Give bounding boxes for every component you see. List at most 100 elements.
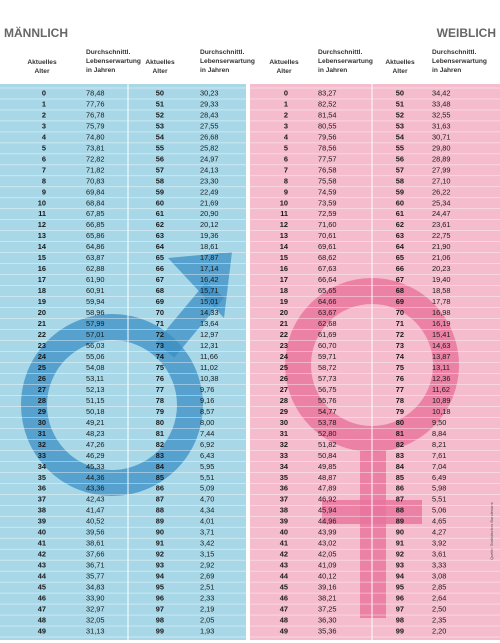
age: 40 (280, 528, 288, 537)
life-expectancy: 12,36 (432, 374, 451, 383)
life-expectancy: 5,06 (432, 506, 446, 515)
life-expectancy: 45,33 (86, 462, 105, 471)
age: 82 (396, 440, 404, 449)
life-expectancy: 75,58 (318, 176, 337, 185)
life-expectancy: 68,62 (318, 253, 337, 262)
life-expectancy: 67,63 (318, 264, 337, 273)
age: 91 (156, 539, 164, 548)
age: 99 (156, 626, 164, 635)
age: 58 (156, 176, 164, 185)
life-expectancy: 2,35 (432, 615, 446, 624)
age: 85 (156, 473, 164, 482)
life-expectancy: 32,05 (86, 615, 105, 624)
age: 15 (38, 253, 46, 262)
life-expectancy: 49,21 (86, 418, 105, 427)
life-expectancy: 8,00 (200, 418, 214, 427)
life-expectancy: 12,97 (200, 330, 219, 339)
life-header: Durchschnittl. (432, 49, 476, 56)
age: 70 (156, 308, 164, 317)
age: 62 (396, 220, 404, 229)
age: 51 (396, 99, 404, 108)
age: 90 (396, 528, 404, 537)
age: 43 (38, 561, 46, 570)
life-expectancy: 51,15 (86, 396, 105, 405)
life-expectancy: 7,04 (432, 462, 446, 471)
age: 67 (396, 275, 404, 284)
life-expectancy: 37,66 (86, 550, 105, 559)
age: 3 (284, 121, 288, 130)
life-expectancy: 2,51 (200, 583, 214, 592)
age: 21 (280, 319, 288, 328)
life-expectancy: 58,96 (86, 308, 105, 317)
life-expectancy: 9,16 (200, 396, 214, 405)
life-expectancy: 10,18 (432, 407, 451, 416)
life-expectancy: 20,90 (200, 209, 219, 218)
age: 39 (38, 517, 46, 526)
age: 23 (280, 341, 288, 350)
age: 21 (38, 319, 46, 328)
age: 97 (396, 605, 404, 614)
age: 41 (38, 539, 46, 548)
life-expectancy: 9,76 (200, 385, 214, 394)
life-expectancy: 12,31 (200, 341, 219, 350)
life-expectancy: 18,61 (200, 242, 219, 251)
life-expectancy: 30,71 (432, 132, 451, 141)
life-expectancy: 26,68 (200, 132, 219, 141)
life-expectancy: 17,78 (432, 297, 451, 306)
symbols (21, 252, 459, 618)
age: 73 (396, 341, 404, 350)
life-expectancy: 59,94 (86, 297, 105, 306)
life-expectancy: 60,70 (318, 341, 337, 350)
age: 19 (280, 297, 288, 306)
age: 41 (280, 539, 288, 548)
age: 49 (280, 626, 288, 635)
life-expectancy: 42,05 (318, 550, 337, 559)
age: 30 (280, 418, 288, 427)
age: 8 (284, 176, 288, 185)
life-expectancy: 15,71 (200, 286, 219, 295)
life-expectancy: 77,57 (318, 154, 337, 163)
age: 63 (156, 231, 164, 240)
life-expectancy: 71,60 (318, 220, 337, 229)
age: 50 (396, 88, 404, 97)
life-expectancy: 3,92 (432, 539, 446, 548)
life-expectancy: 44,36 (86, 473, 105, 482)
age: 17 (38, 275, 46, 284)
age: 34 (38, 462, 47, 471)
female-title: WEIBLICH (437, 26, 496, 40)
age: 38 (38, 506, 46, 515)
age: 71 (396, 319, 404, 328)
life-expectancy: 8,84 (432, 429, 446, 438)
life-expectancy: 7,61 (432, 451, 446, 460)
life-expectancy: 16,42 (200, 275, 219, 284)
life-expectancy: 16,19 (432, 319, 451, 328)
age: 12 (38, 220, 46, 229)
age: 36 (280, 484, 288, 493)
age: 7 (42, 165, 46, 174)
age: 19 (38, 297, 46, 306)
age: 13 (280, 231, 288, 240)
life-expectancy: 58,72 (318, 363, 337, 372)
age: 18 (280, 286, 288, 295)
life-expectancy: 53,11 (86, 374, 104, 383)
life-expectancy: 66,64 (318, 275, 337, 284)
age: 37 (38, 495, 46, 504)
life-expectancy: 70,61 (318, 231, 337, 240)
life-expectancy: 14,63 (432, 341, 451, 350)
age: 44 (38, 572, 47, 581)
age: 91 (396, 539, 404, 548)
life-expectancy: 45,94 (318, 506, 337, 515)
life-expectancy: 36,30 (318, 615, 337, 624)
life-expectancy: 39,56 (86, 528, 105, 537)
life-expectancy: 22,75 (432, 231, 451, 240)
life-expectancy: 79,56 (318, 132, 337, 141)
age: 68 (156, 286, 164, 295)
age: 74 (396, 352, 405, 361)
age: 88 (156, 506, 164, 515)
age: 77 (156, 385, 164, 394)
age: 93 (156, 561, 164, 570)
life-expectancy: 52,80 (318, 429, 337, 438)
male-symbol-shaft (155, 282, 225, 358)
age: 16 (38, 264, 46, 273)
life-expectancy: 65,86 (86, 231, 105, 240)
